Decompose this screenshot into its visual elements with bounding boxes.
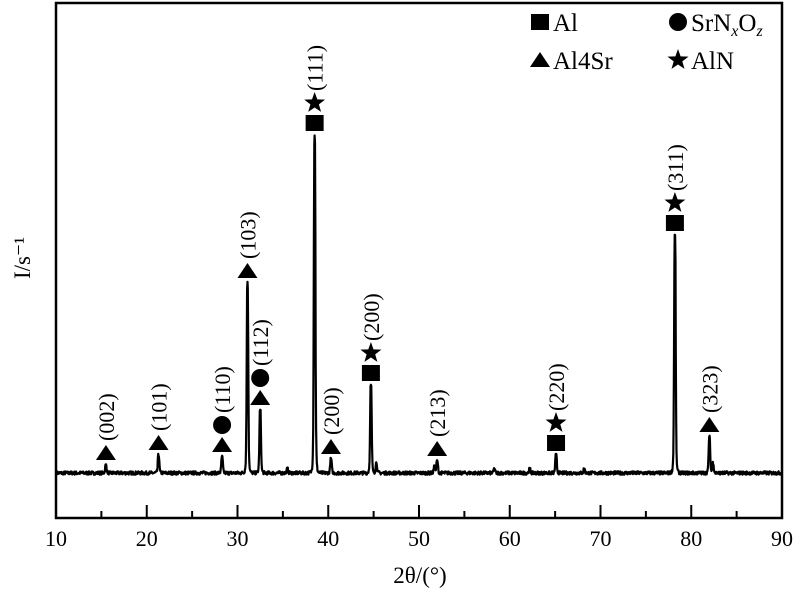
hkl-label: (200) (359, 293, 384, 341)
peak-annotation: (002) (94, 393, 119, 460)
star-marker (545, 412, 567, 432)
triangle-marker (237, 263, 258, 278)
legend-item: SrNxOz (669, 10, 763, 40)
legend-label-part: SrN (691, 10, 731, 37)
hkl-label: (111) (303, 45, 328, 91)
xrd-trace (55, 134, 782, 476)
peak-annotation: (111) (303, 45, 328, 131)
x-tick-label: 30 (227, 526, 249, 551)
legend-label: Al4Sr (553, 48, 613, 75)
peak-annotation: (213) (425, 389, 450, 456)
hkl-label: (101) (147, 383, 172, 431)
triangle-marker (212, 437, 233, 452)
peak-annotation: (220) (544, 363, 569, 451)
x-tick-label: 60 (499, 526, 521, 551)
square-marker (305, 115, 324, 131)
peak-annotation: (110) (210, 366, 235, 452)
triangle-marker (148, 435, 169, 450)
hkl-label: (200) (319, 387, 344, 435)
legend-label-part: x (730, 23, 738, 40)
legend-triangle-icon (530, 52, 550, 67)
square-marker (547, 435, 566, 451)
y-axis-title: I/s⁻¹ (10, 237, 35, 279)
hkl-label: (110) (210, 366, 235, 413)
peak-annotation: (112) (248, 319, 273, 405)
x-axis-title: 2θ/(°) (393, 563, 446, 588)
legend-label-part: z (755, 23, 763, 40)
legend-item: AlN (667, 48, 734, 75)
peak-annotation: (103) (235, 211, 260, 278)
x-tick-label: 10 (45, 526, 67, 551)
peak-annotation: (311) (663, 144, 688, 231)
triangle-marker (699, 417, 720, 432)
circle-marker (213, 416, 232, 434)
peak-annotation: (101) (147, 383, 172, 450)
legend: Al SrNxOz Al4Sr AlN (530, 10, 763, 75)
x-tick-label: 20 (136, 526, 158, 551)
legend-item: Al (531, 10, 578, 37)
x-tick-label: 80 (680, 526, 702, 551)
star-marker (360, 342, 382, 362)
legend-item: Al4Sr (530, 48, 613, 75)
hkl-label: (311) (663, 144, 688, 191)
legend-label-part: O (738, 10, 756, 37)
star-marker (664, 192, 686, 212)
triangle-marker (427, 441, 448, 456)
peak-annotation: (323) (697, 365, 722, 432)
star-marker (304, 92, 326, 112)
x-tick-label: 70 (590, 526, 612, 551)
hkl-label: (112) (248, 319, 273, 366)
legend-label: SrNxOz (691, 10, 763, 40)
peak-annotation: (200) (359, 293, 384, 381)
x-tick-label: 50 (408, 526, 430, 551)
hkl-label: (323) (697, 365, 722, 413)
triangle-marker (320, 439, 341, 454)
x-tick-label: 90 (771, 526, 793, 551)
square-marker (665, 215, 684, 231)
hkl-label: (213) (425, 389, 450, 437)
legend-square-icon (531, 14, 549, 30)
legend-star-icon (667, 49, 689, 69)
legend-circle-icon (669, 13, 687, 31)
peak-annotation: (200) (319, 387, 344, 454)
triangle-marker (95, 445, 116, 460)
hkl-label: (103) (235, 211, 260, 259)
triangle-marker (250, 390, 271, 405)
hkl-label: (220) (544, 363, 569, 411)
legend-label: AlN (691, 48, 734, 75)
square-marker (361, 365, 380, 381)
legend-label: Al (553, 10, 578, 37)
hkl-label: (002) (94, 393, 119, 441)
x-tick-label: 40 (317, 526, 339, 551)
circle-marker (251, 369, 270, 387)
